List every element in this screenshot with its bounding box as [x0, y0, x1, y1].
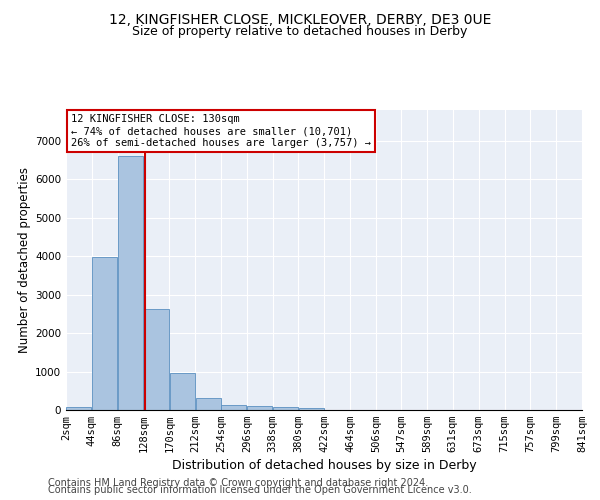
Bar — [273, 406, 298, 410]
X-axis label: Distribution of detached houses by size in Derby: Distribution of detached houses by size … — [172, 460, 476, 472]
Bar — [144, 309, 169, 410]
Text: Contains public sector information licensed under the Open Government Licence v3: Contains public sector information licen… — [48, 485, 472, 495]
Bar — [196, 398, 221, 410]
Bar — [118, 156, 143, 410]
Text: Contains HM Land Registry data © Crown copyright and database right 2024.: Contains HM Land Registry data © Crown c… — [48, 478, 428, 488]
Bar — [170, 373, 195, 410]
Bar — [247, 406, 272, 410]
Text: 12, KINGFISHER CLOSE, MICKLEOVER, DERBY, DE3 0UE: 12, KINGFISHER CLOSE, MICKLEOVER, DERBY,… — [109, 12, 491, 26]
Y-axis label: Number of detached properties: Number of detached properties — [18, 167, 31, 353]
Bar — [299, 408, 324, 410]
Bar — [221, 405, 247, 410]
Text: 12 KINGFISHER CLOSE: 130sqm
← 74% of detached houses are smaller (10,701)
26% of: 12 KINGFISHER CLOSE: 130sqm ← 74% of det… — [71, 114, 371, 148]
Bar — [67, 407, 91, 410]
Text: Size of property relative to detached houses in Derby: Size of property relative to detached ho… — [133, 25, 467, 38]
Bar — [92, 257, 117, 410]
